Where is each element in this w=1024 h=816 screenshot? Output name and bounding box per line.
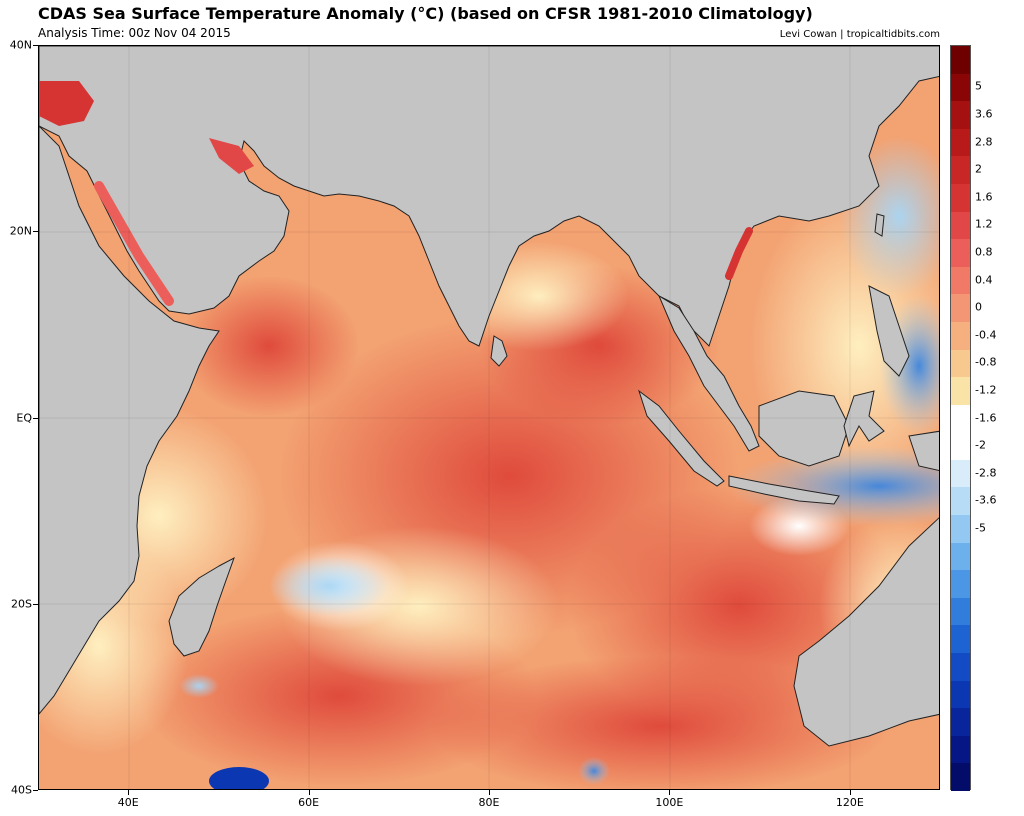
sumatra: [638, 389, 725, 487]
colorbar-segment: [951, 73, 970, 102]
analysis-time: Analysis Time: 00z Nov 04 2015: [38, 26, 231, 40]
continent-africa: [39, 125, 220, 715]
indochina: [657, 294, 760, 452]
colorbar-segment: [951, 570, 970, 599]
colorbar-segment: [951, 487, 970, 516]
colorbar-segment: [951, 377, 970, 406]
colorbar-label: 0: [975, 300, 982, 314]
lat-label: 40N: [9, 38, 32, 52]
lon-tick: [128, 790, 130, 795]
land-masses: [39, 46, 939, 747]
colorbar-label: 1.2: [975, 217, 993, 231]
lat-label: 20N: [9, 224, 32, 238]
colorbar-label: -2.8: [975, 466, 997, 480]
lon-label: 100E: [655, 796, 684, 809]
lat-label: 40S: [11, 783, 32, 797]
colorbar-label: 2: [975, 162, 982, 176]
colorbar-label: 1.6: [975, 190, 993, 204]
colorbar-segment: [951, 294, 970, 323]
sulawesi: [843, 390, 885, 448]
lon-tick: [489, 790, 490, 795]
colorbar-segment: [951, 432, 970, 461]
lon-tick: [849, 790, 851, 795]
lat-tick: [33, 603, 38, 605]
colorbar-segment: [951, 625, 970, 654]
lat-tick: [33, 790, 38, 791]
lat-lon-grid: [39, 46, 939, 789]
colorbar-label: -3.6: [975, 493, 997, 507]
lon-label: 80E: [478, 796, 500, 809]
australia: [793, 517, 939, 747]
colorbar-segment: [951, 321, 970, 350]
colorbar-segment: [951, 708, 970, 737]
colorbar: [950, 45, 971, 792]
colorbar-segment: [951, 653, 970, 682]
chart-title: CDAS Sea Surface Temperature Anomaly (°C…: [38, 4, 813, 23]
java: [728, 475, 840, 505]
borneo: [758, 390, 850, 467]
credit-text: Levi Cowan | tropicaltidbits.com: [779, 29, 940, 40]
colorbar-label: 0.4: [975, 273, 993, 287]
colorbar-label: -1.2: [975, 383, 997, 397]
colorbar-label: 3.6: [975, 107, 993, 121]
colorbar-segment: [951, 101, 970, 130]
lat-tick: [33, 417, 38, 419]
colorbar-segment: [951, 459, 970, 488]
colorbar-label: -1.6: [975, 411, 997, 424]
madagascar: [168, 556, 235, 657]
colorbar-segment: [951, 515, 970, 544]
lat-tick: [33, 45, 38, 46]
new-guinea: [908, 430, 939, 472]
map-canvas: [39, 46, 939, 789]
colorbar-segment: [951, 128, 970, 157]
colorbar-segment: [951, 763, 970, 792]
taiwan: [874, 213, 885, 237]
colorbar-segment: [951, 156, 970, 185]
lon-tick: [669, 790, 671, 795]
colorbar-segment: [951, 183, 970, 213]
colorbar-label: -0.8: [975, 355, 997, 369]
colorbar-label: -0.4: [975, 328, 997, 342]
lon-label: 120E: [835, 796, 864, 809]
lon-label: 40E: [117, 796, 139, 809]
colorbar-label: -5: [975, 521, 986, 535]
sri-lanka: [490, 335, 508, 367]
colorbar-segment: [951, 597, 970, 626]
lon-label: 60E: [298, 796, 320, 809]
colorbar-label: 2.8: [975, 135, 993, 149]
colorbar-label: 5: [975, 79, 982, 93]
lat-label: 20S: [11, 597, 32, 611]
colorbar-label: 0.8: [975, 245, 993, 259]
philippines: [868, 285, 910, 377]
sst-anomaly-map[interactable]: [38, 45, 940, 790]
lat-label: EQ: [16, 411, 32, 424]
colorbar-label: -2: [975, 438, 986, 452]
colorbar-segment: [951, 239, 970, 268]
colorbar-segment: [951, 266, 970, 295]
colorbar-segment: [951, 211, 970, 240]
lat-tick: [33, 231, 38, 233]
colorbar-segment: [951, 735, 970, 764]
coastal-anomalies: [39, 81, 753, 306]
colorbar-segment: [951, 680, 970, 709]
colorbar-segment: [951, 404, 970, 433]
colorbar-segment: [951, 46, 970, 75]
colorbar-segment: [951, 349, 970, 378]
colorbar-segment: [951, 542, 970, 571]
lon-tick: [308, 790, 310, 795]
